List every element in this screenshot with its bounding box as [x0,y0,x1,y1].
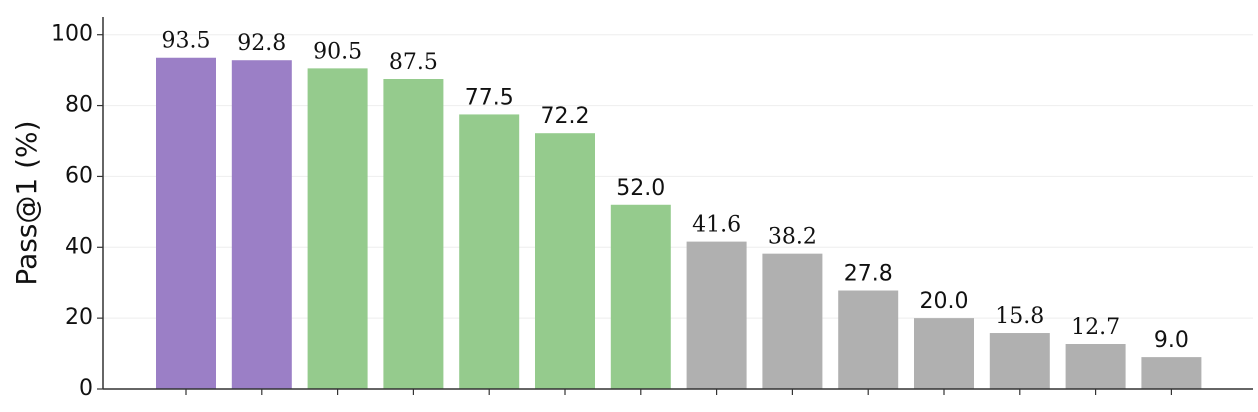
bar [459,114,520,389]
value-label: 93.5 [162,29,211,54]
y-axis-label: Pass@1 (%) [10,120,43,285]
value-label: 27.8 [844,262,893,287]
value-label: 9.0 [1154,328,1189,353]
bar [610,204,671,389]
value-label: 52.0 [616,176,665,201]
value-label: 77.5 [465,85,514,110]
bar [838,290,899,389]
value-label: 15.8 [995,304,1044,329]
bar [686,241,747,389]
bar [1065,344,1126,389]
y-tick-label: 60 [65,163,93,188]
bar [156,57,216,389]
value-label: 87.5 [389,50,438,75]
bar [383,79,444,389]
value-label: 12.7 [1071,315,1120,340]
y-tick-label: 100 [51,22,93,47]
bar [762,253,823,389]
y-tick-label: 20 [65,305,93,330]
value-label: 41.6 [692,213,741,238]
y-tick-label: 80 [65,93,93,118]
value-label: 72.2 [541,104,590,129]
value-label: 38.2 [768,225,817,250]
value-label: 20.0 [920,289,969,314]
y-tick-label: 40 [65,234,93,259]
bar [535,133,595,389]
bar [989,333,1050,389]
value-label: 90.5 [313,39,362,64]
bar [231,60,292,389]
value-label: 92.8 [237,31,286,56]
bar [307,68,368,389]
bar [1141,357,1202,389]
y-tick-label: 0 [79,376,93,401]
bar [914,318,974,389]
